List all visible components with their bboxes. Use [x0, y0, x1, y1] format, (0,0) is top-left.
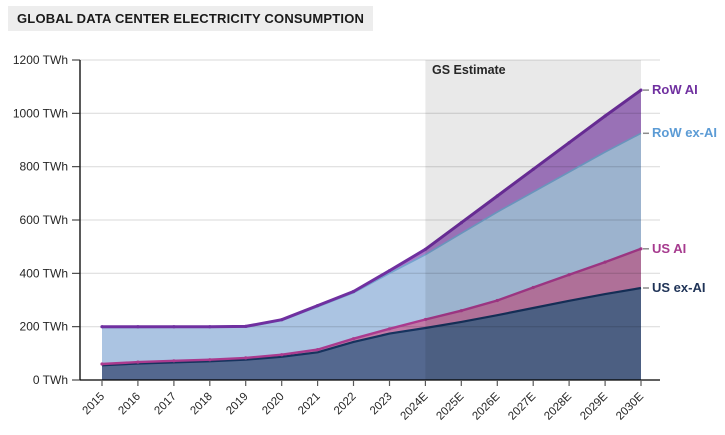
data-point-marker	[639, 247, 643, 251]
data-point-marker	[172, 325, 176, 329]
y-tick-label: 0 TWh	[33, 373, 68, 387]
data-point-marker	[316, 348, 320, 352]
data-point-marker	[603, 260, 607, 264]
x-tick-label: 2017	[152, 391, 179, 418]
y-tick-label: 1200 TWh	[13, 53, 68, 67]
x-tick-label: 2030E	[614, 390, 646, 422]
x-tick-label: 2019	[224, 391, 251, 418]
series-label-us-ai: US AI	[652, 241, 687, 256]
data-point-marker	[244, 356, 248, 360]
data-point-marker	[100, 362, 104, 366]
data-point-marker	[567, 273, 571, 277]
data-point-marker	[280, 353, 284, 357]
data-point-marker	[423, 247, 427, 251]
x-tick-label: 2016	[116, 391, 143, 418]
x-tick-label: 2024E	[399, 390, 431, 422]
data-point-marker	[316, 304, 320, 308]
data-point-marker	[208, 358, 212, 362]
data-point-marker	[603, 114, 607, 118]
data-point-marker	[351, 337, 356, 341]
data-point-marker	[531, 167, 535, 171]
y-tick-label: 200 TWh	[20, 320, 68, 334]
x-tick-label: 2018	[188, 391, 215, 418]
data-point-marker	[495, 298, 499, 303]
x-tick-label: 2022	[332, 391, 359, 418]
chart-title: GLOBAL DATA CENTER ELECTRICITY CONSUMPTI…	[8, 6, 374, 31]
data-point-marker	[459, 221, 463, 225]
data-point-marker	[244, 324, 248, 328]
series-label-us-ex-ai: US ex-AI	[652, 280, 706, 295]
data-point-marker	[495, 194, 499, 198]
series-label-row-ex-ai: RoW ex-AI	[652, 125, 717, 140]
y-tick-label: 600 TWh	[20, 213, 68, 227]
series-line-us-ex-ai	[101, 286, 642, 367]
data-point-marker	[136, 325, 140, 329]
data-point-marker	[567, 141, 571, 145]
y-tick-label: 400 TWh	[20, 266, 68, 280]
x-tick-label: 2029E	[578, 390, 610, 422]
x-tick-label: 2027E	[506, 390, 538, 422]
gs-estimate-label: GS Estimate	[432, 63, 506, 77]
data-point-marker	[639, 88, 643, 92]
data-point-marker	[531, 285, 535, 290]
data-point-marker	[100, 325, 104, 329]
area-band-row-ex-ai	[102, 133, 641, 364]
data-point-marker	[387, 327, 392, 331]
x-tick-label: 2023	[368, 391, 395, 418]
x-tick-label: 2015	[81, 391, 108, 418]
x-tick-label: 2025E	[434, 390, 466, 422]
estimate-region-overlay	[425, 60, 641, 380]
data-point-marker	[136, 360, 140, 364]
x-tick-label: 2020	[260, 391, 287, 418]
data-point-marker	[172, 359, 176, 363]
y-tick-label: 1000 TWh	[13, 106, 68, 120]
series-line-us-ai	[101, 247, 642, 366]
area-band-us-ex-ai	[102, 288, 641, 380]
series-label-row-ai: RoW AI	[652, 82, 698, 97]
data-point-marker	[423, 317, 427, 322]
x-tick-label: 2026E	[470, 390, 502, 422]
data-point-marker	[351, 289, 356, 294]
y-tick-label: 800 TWh	[20, 160, 68, 174]
series-line-row-ai	[102, 88, 642, 329]
data-point-marker	[208, 325, 212, 329]
data-point-marker	[459, 309, 463, 313]
data-point-marker	[280, 318, 284, 322]
x-tick-label: 2028E	[542, 390, 574, 422]
data-point-marker	[387, 269, 392, 273]
x-tick-label: 2021	[296, 391, 323, 418]
